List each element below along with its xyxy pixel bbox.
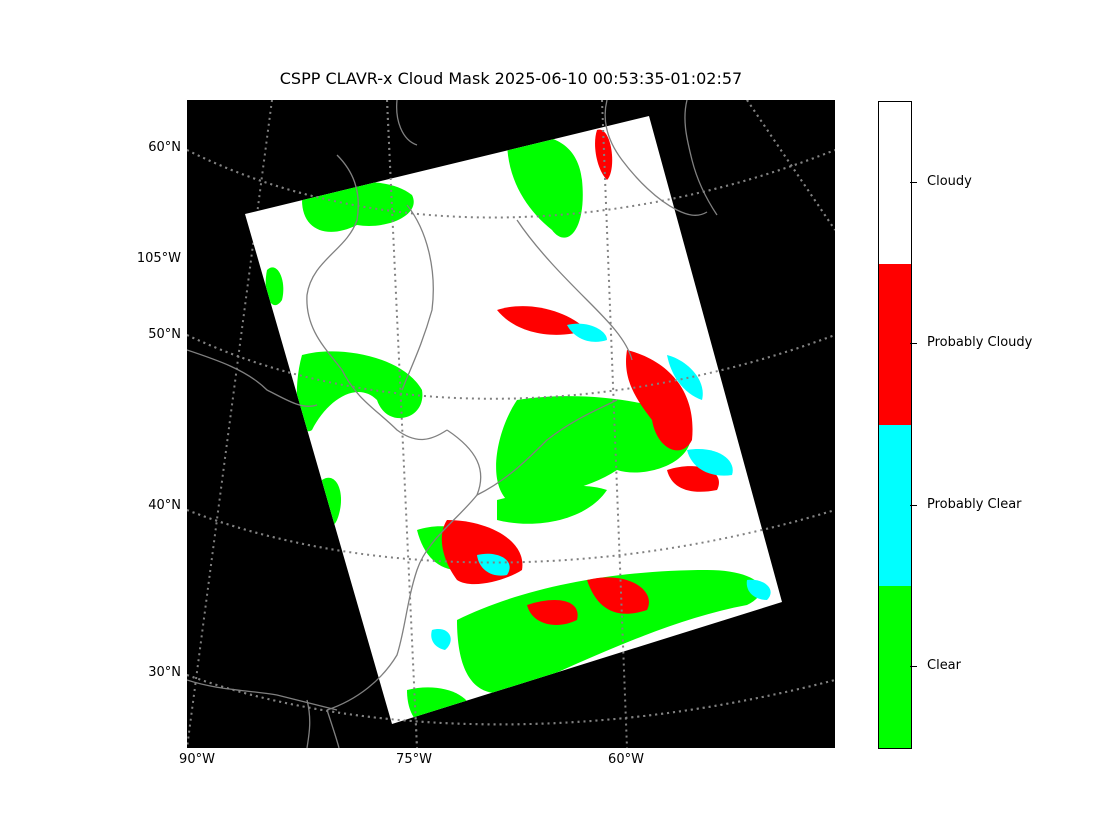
lon-label-60w: 60°W bbox=[608, 752, 644, 767]
colorbar-probably-cloudy bbox=[879, 264, 911, 425]
colorbar-label-clear: Clear bbox=[927, 658, 961, 673]
lat-label-40n: 40°N bbox=[148, 498, 181, 513]
map-canvas bbox=[187, 100, 835, 748]
lat-label-60n: 60°N bbox=[148, 140, 181, 155]
cloud-mask-fields bbox=[265, 129, 771, 724]
colorbar-tick-probably-cloudy bbox=[910, 343, 917, 344]
colorbar-label-cloudy: Cloudy bbox=[927, 174, 972, 189]
colorbar-tick-clear bbox=[910, 666, 917, 667]
coastlines bbox=[187, 100, 718, 748]
colorbar-clear bbox=[879, 586, 911, 748]
lon-label-75w: 75°W bbox=[396, 752, 432, 767]
colorbar-tick-probably-clear bbox=[910, 505, 917, 506]
lat-label-50n: 50°N bbox=[148, 327, 181, 342]
colorbar-tick-cloudy bbox=[910, 182, 917, 183]
lon-label-105w: 105°W bbox=[136, 251, 181, 266]
cloud-mask-map bbox=[187, 100, 835, 748]
graticule-front bbox=[187, 100, 835, 748]
figure-title: CSPP CLAVR-x Cloud Mask 2025-06-10 00:53… bbox=[279, 69, 743, 88]
colorbar-label-probably-clear: Probably Clear bbox=[927, 497, 1022, 512]
colorbar-label-probably-cloudy: Probably Cloudy bbox=[927, 335, 1033, 350]
lon-label-90w: 90°W bbox=[179, 752, 215, 767]
colorbar-probably-clear bbox=[879, 425, 911, 586]
lat-label-30n: 30°N bbox=[148, 665, 181, 680]
colorbar-cloudy bbox=[879, 102, 911, 264]
colorbar bbox=[878, 101, 912, 749]
